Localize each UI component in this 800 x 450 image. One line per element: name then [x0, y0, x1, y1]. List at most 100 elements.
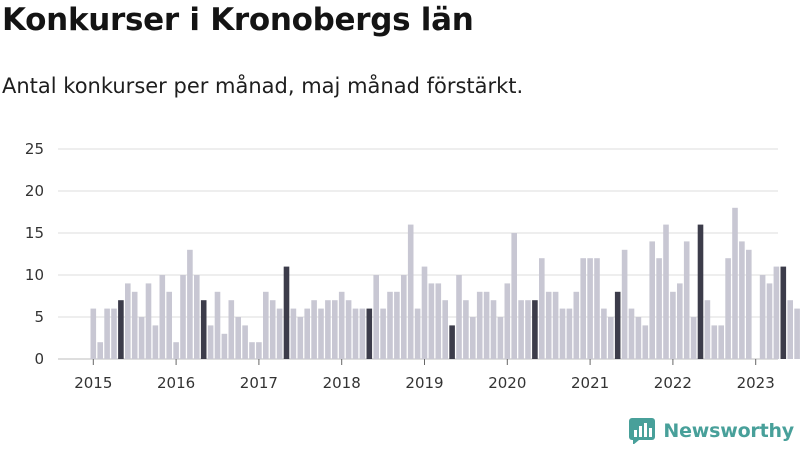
x-tick-label: 2023	[737, 374, 775, 392]
bar	[608, 317, 614, 359]
bar	[773, 266, 780, 359]
bar	[263, 291, 269, 359]
bar	[552, 291, 559, 359]
bar	[476, 291, 483, 359]
bar	[166, 291, 172, 359]
bar	[304, 308, 310, 359]
bar	[442, 300, 448, 359]
bar	[414, 308, 421, 359]
bar	[90, 308, 97, 359]
bar	[318, 308, 324, 359]
bar	[332, 300, 338, 359]
y-tick-label: 20	[25, 182, 44, 200]
bar	[766, 283, 773, 359]
bar	[539, 258, 545, 359]
bar	[746, 249, 752, 359]
y-tick-label: 0	[34, 350, 44, 368]
bars	[90, 207, 800, 359]
bar	[759, 275, 766, 359]
bar	[235, 317, 241, 359]
y-tick-label: 15	[25, 224, 44, 242]
bar	[283, 266, 290, 359]
bar	[780, 266, 787, 359]
bar	[207, 325, 214, 359]
x-tick-label: 2015	[74, 374, 112, 392]
bar	[118, 300, 124, 359]
bar	[628, 308, 635, 359]
bar	[649, 241, 655, 359]
bar	[269, 300, 276, 359]
bar	[131, 291, 138, 359]
bar	[504, 283, 511, 359]
bar	[566, 308, 573, 359]
bar	[525, 300, 531, 359]
bar	[580, 258, 586, 359]
bar	[656, 258, 662, 359]
bar	[276, 308, 283, 359]
bar	[366, 308, 373, 359]
bar	[338, 291, 345, 359]
bar	[401, 275, 407, 359]
bar	[614, 291, 621, 359]
y-axis: 0 5 10 15 20 25	[25, 140, 44, 368]
bar	[697, 224, 704, 359]
bar	[421, 266, 428, 359]
bar	[352, 308, 359, 359]
bar	[104, 308, 110, 359]
bar	[311, 300, 317, 359]
bar	[704, 300, 711, 359]
bar	[587, 258, 593, 359]
bar	[497, 317, 504, 359]
bar	[449, 325, 455, 359]
bar	[463, 300, 469, 359]
chart-subtitle: Antal konkurser per månad, maj månad för…	[2, 74, 524, 98]
bar	[256, 342, 262, 359]
bar	[194, 275, 200, 359]
bar	[621, 249, 628, 359]
y-tick-label: 10	[25, 266, 44, 284]
bar	[794, 308, 800, 359]
bar	[690, 317, 697, 359]
bar	[97, 342, 103, 359]
newsworthy-logo-icon	[629, 418, 656, 444]
bar	[145, 283, 152, 359]
bar	[545, 291, 552, 359]
bar	[490, 300, 497, 359]
bar	[297, 317, 304, 359]
bar	[249, 342, 255, 359]
x-tick-label: 2018	[323, 374, 361, 392]
bar	[359, 308, 366, 359]
bar	[180, 275, 186, 359]
x-axis: 2015201620172018201920202021202220232024	[74, 359, 775, 392]
bar	[573, 291, 580, 359]
bar	[511, 233, 517, 359]
bar	[663, 224, 669, 359]
bar	[125, 283, 131, 359]
bar	[152, 325, 159, 359]
chart-title: Konkurser i Kronobergs län	[2, 2, 474, 38]
bar	[532, 300, 538, 359]
x-tick-label: 2021	[571, 374, 609, 392]
bar	[159, 275, 166, 359]
bar	[345, 300, 352, 359]
bar	[373, 275, 379, 359]
bar	[787, 300, 793, 359]
bar	[470, 317, 476, 359]
bar	[594, 258, 600, 359]
y-tick-label: 5	[34, 308, 44, 326]
bar	[559, 308, 566, 359]
brand-logo: Newsworthy	[629, 418, 794, 444]
x-tick-label: 2016	[157, 374, 195, 392]
y-tick-label: 25	[25, 140, 44, 158]
bar	[456, 275, 462, 359]
bar	[325, 300, 331, 359]
bar	[407, 224, 414, 359]
x-tick-label: 2020	[488, 374, 526, 392]
bar	[228, 300, 235, 359]
bar	[214, 291, 221, 359]
bar	[518, 300, 524, 359]
bar	[111, 308, 117, 359]
x-tick-label: 2022	[654, 374, 692, 392]
bar	[670, 291, 676, 359]
